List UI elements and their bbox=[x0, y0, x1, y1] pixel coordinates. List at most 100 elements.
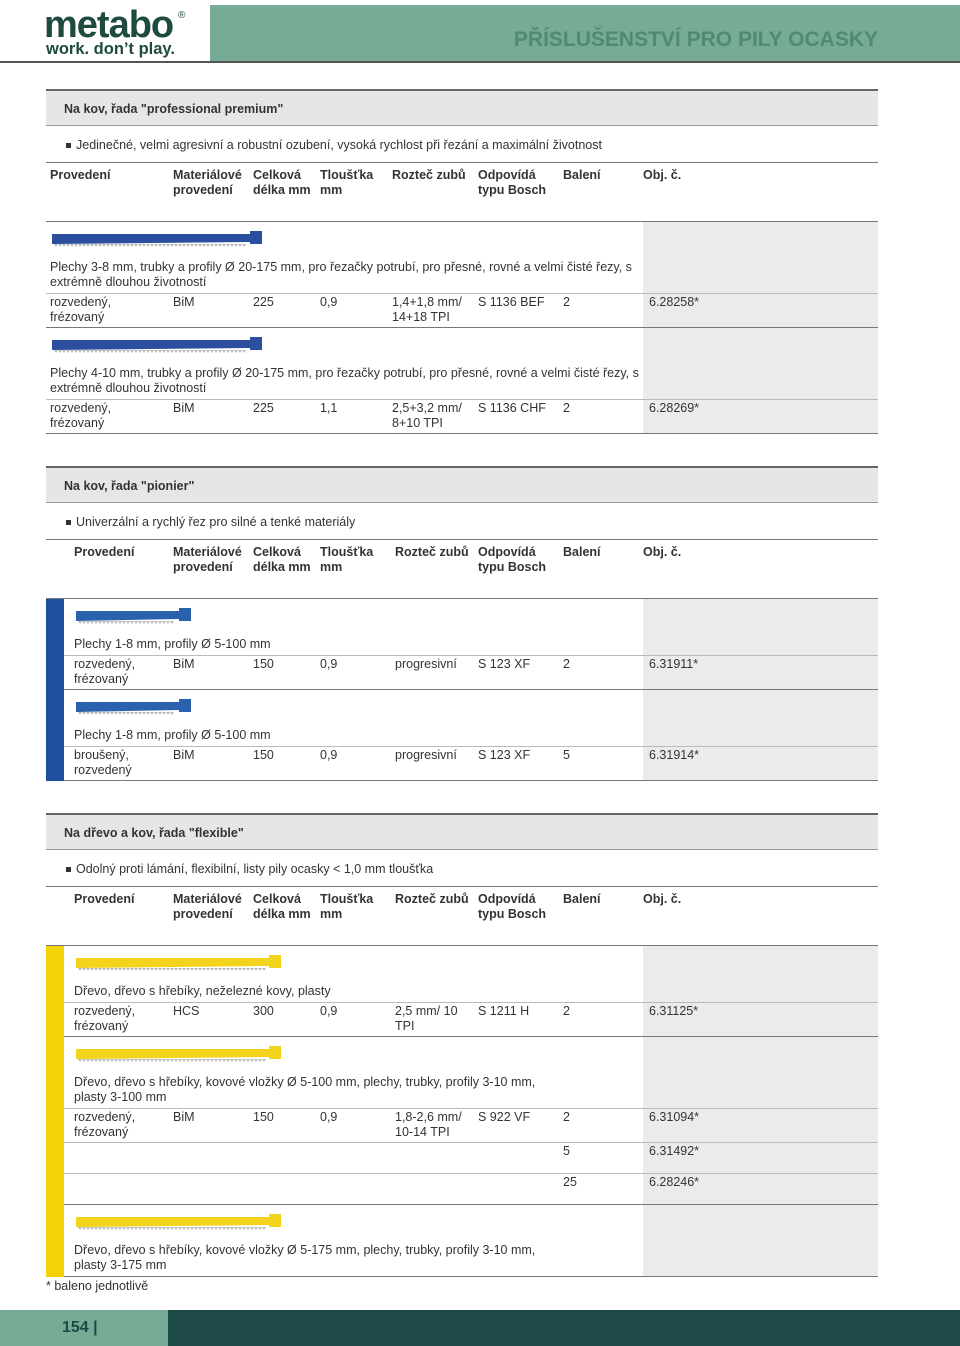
product: Dřevo, dřevo s hřebíky, neželezné kovy, … bbox=[46, 946, 878, 1037]
column-header: Rozteč zubů bbox=[395, 892, 469, 906]
product-description: Plechy 4-10 mm, trubky a profily Ø 20-17… bbox=[50, 366, 639, 395]
blade-teeth bbox=[54, 244, 246, 247]
cell: 5 bbox=[563, 1144, 570, 1158]
product-description: Plechy 1-8 mm, profily Ø 5-100 mm bbox=[74, 637, 271, 651]
cell-blank bbox=[320, 1175, 395, 1202]
cell: 6.28269* bbox=[649, 401, 700, 415]
column-header: Celková délka mm bbox=[253, 892, 311, 921]
product: Plechy 3-8 mm, trubky a profily Ø 20-175… bbox=[46, 222, 878, 328]
product-description: Plechy 3-8 mm, trubky a profily Ø 20-175… bbox=[50, 260, 632, 289]
cell: 225 bbox=[253, 401, 274, 415]
blade-row bbox=[46, 1037, 878, 1074]
blade-row bbox=[46, 328, 878, 365]
data-row: rozvedený, frézovaný BiM 150 0,9 1,8-2,6 mm/… bbox=[46, 1108, 878, 1142]
column-header: Obj. č. bbox=[643, 892, 682, 906]
blade-image bbox=[76, 955, 281, 971]
cell-blank bbox=[478, 1175, 563, 1202]
page-number-text: 154 bbox=[62, 1319, 89, 1336]
table-header: Provedení Materiálové provedení Celková dé… bbox=[46, 887, 878, 946]
cell: 2 bbox=[563, 657, 570, 671]
cell: 6.31094* bbox=[649, 1110, 700, 1124]
blade-row bbox=[46, 690, 878, 727]
column-header: Materiálové provedení bbox=[173, 168, 242, 197]
column-header: Celková délka mm bbox=[253, 545, 311, 574]
column-header: Obj. č. bbox=[643, 168, 682, 182]
page-title: PŘÍSLUŠENSTVÍ PRO PILY OCASKY bbox=[513, 28, 878, 51]
cell: 300 bbox=[253, 1004, 274, 1018]
blade-image bbox=[76, 699, 191, 715]
product-description: Dřevo, dřevo s hřebíky, neželezné kovy, … bbox=[74, 984, 331, 998]
blade-image bbox=[52, 337, 262, 353]
cell: 2 bbox=[563, 1004, 570, 1018]
cell: BiM bbox=[173, 1110, 195, 1124]
column-header: Tloušťka mm bbox=[320, 892, 374, 921]
cell-blank bbox=[320, 1144, 395, 1171]
header: metabo ® work. don’t play. PŘÍSLUŠENSTVÍ… bbox=[0, 0, 960, 63]
data-row: 5 6.31492* bbox=[46, 1142, 878, 1173]
blade-shape bbox=[76, 608, 191, 621]
feature: Jedinečné, velmi agresivní a robustní oz… bbox=[46, 126, 878, 163]
data-row: rozvedený, frézovaný BiM 225 0,9 1,4+1,8 mm/… bbox=[46, 293, 878, 327]
blade-shape bbox=[52, 231, 262, 244]
section: Na kov, řada "pionier" Univerzální a rych… bbox=[46, 466, 878, 781]
page-number: 154 | bbox=[62, 1319, 98, 1336]
blade-image bbox=[52, 231, 262, 247]
blade-shape bbox=[76, 1214, 281, 1227]
slogan: work. don’t play. bbox=[46, 40, 175, 58]
accent-bar bbox=[46, 599, 64, 781]
blade-teeth bbox=[78, 1059, 266, 1062]
cell: 6.31914* bbox=[649, 748, 700, 762]
blade-row bbox=[46, 222, 878, 259]
section-title: Na kov, řada "professional premium" bbox=[46, 89, 878, 126]
cell: 2 bbox=[563, 401, 570, 415]
logo-mark: ® bbox=[178, 10, 186, 21]
column-header: Balení bbox=[563, 168, 601, 182]
cell: 2 bbox=[563, 1110, 570, 1124]
column-header: Balení bbox=[563, 892, 601, 906]
cell: 150 bbox=[253, 657, 274, 671]
feature: Odolný proti lámání, flexibilní, listy p… bbox=[46, 850, 878, 887]
cell: BiM bbox=[173, 657, 195, 671]
column-header: Provedení bbox=[74, 892, 135, 906]
column-header: Tloušťka mm bbox=[320, 168, 374, 197]
blade-shape bbox=[52, 337, 262, 350]
column-header: Odpovídá typu Bosch bbox=[478, 168, 547, 197]
cell: progresivní bbox=[395, 748, 457, 762]
cell: S 1136 CHF bbox=[478, 401, 546, 415]
column-header: Celková délka mm bbox=[253, 168, 311, 197]
cell: 1,8-2,6 mm/ 10-14 TPI bbox=[395, 1110, 462, 1139]
cell-blank bbox=[173, 1144, 253, 1171]
column-header: Odpovídá typu Bosch bbox=[478, 545, 547, 574]
cell: 1,1 bbox=[320, 401, 338, 415]
blade-image bbox=[76, 1214, 281, 1230]
footnote: * baleno jednotlivě bbox=[46, 1279, 149, 1293]
cell-blank bbox=[253, 1144, 320, 1171]
blade-teeth bbox=[78, 712, 174, 715]
product-description: Plechy 1-8 mm, profily Ø 5-100 mm bbox=[74, 728, 271, 742]
blade-shape bbox=[76, 699, 191, 712]
cell: 0,9 bbox=[320, 748, 338, 762]
column-header: Provedení bbox=[74, 545, 135, 559]
table-header: Provedení Materiálové provedení Celková dé… bbox=[46, 540, 878, 599]
cell: 150 bbox=[253, 748, 274, 762]
cell: 2 bbox=[563, 295, 570, 309]
cell: S 1136 BEF bbox=[478, 295, 545, 309]
product: Plechy 1-8 mm, profily Ø 5-100 mm rozvede… bbox=[46, 599, 878, 690]
blade-teeth bbox=[78, 621, 174, 624]
cell: 2,5+3,2 mm/ 8+10 TPI bbox=[392, 401, 462, 430]
cell: 0,9 bbox=[320, 1110, 338, 1124]
cell: HCS bbox=[173, 1004, 200, 1018]
column-header: Materiálové provedení bbox=[173, 892, 242, 921]
section: Na dřevo a kov, řada "flexible" Odolný pr… bbox=[46, 813, 878, 1277]
cell: broušený, rozvedený bbox=[74, 748, 132, 777]
cell: 0,9 bbox=[320, 295, 338, 309]
column-header: Balení bbox=[563, 545, 601, 559]
product: Plechy 4-10 mm, trubky a profily Ø 20-17… bbox=[46, 328, 878, 434]
cell: BiM bbox=[173, 748, 195, 762]
cell: 6.28258* bbox=[649, 295, 700, 309]
product: Dřevo, dřevo s hřebíky, kovové vložky Ø … bbox=[46, 1037, 878, 1205]
blade-row bbox=[46, 1205, 878, 1242]
column-header: Materiálové provedení bbox=[173, 545, 242, 574]
column-header: Tloušťka mm bbox=[320, 545, 374, 574]
logo: metabo bbox=[44, 4, 174, 46]
